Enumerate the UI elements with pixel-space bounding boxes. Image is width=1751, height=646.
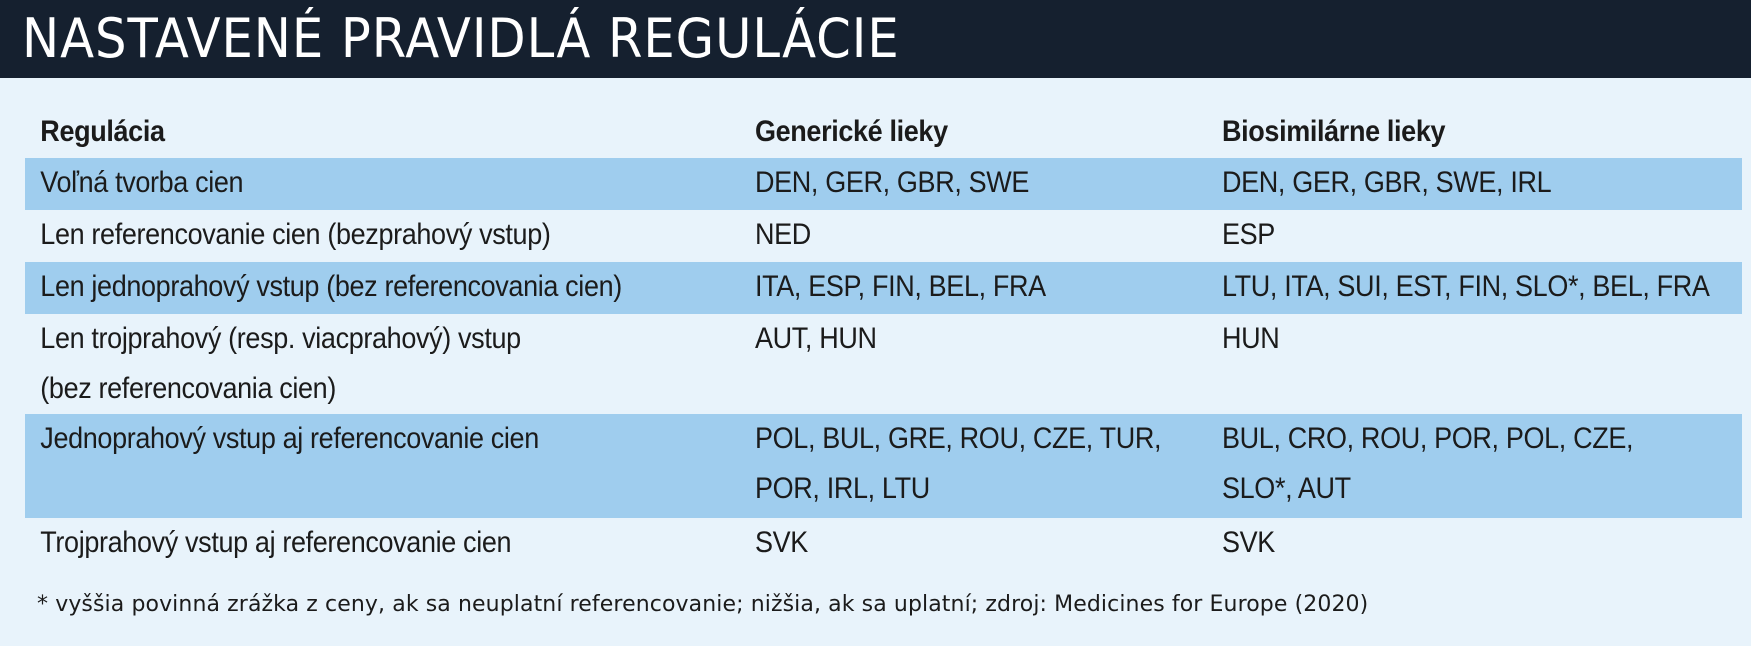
cell-biosimilar: HUN bbox=[1222, 314, 1690, 364]
cell-biosimilar: ESP bbox=[1222, 210, 1690, 260]
cell-line: SVK bbox=[1222, 526, 1275, 559]
cell-line: BUL, CRO, ROU, POR, POL, CZE, bbox=[1222, 422, 1634, 455]
cell-generic: DEN, GER, GBR, SWE bbox=[755, 158, 1175, 208]
table-header-row: Regulácia Generické lieky Biosimilárne l… bbox=[25, 105, 1742, 158]
column-header-biosimilar: Biosimilárne lieky bbox=[1222, 114, 1446, 148]
header-bar: NASTAVENÉ PRAVIDLÁ REGULÁCIE bbox=[0, 0, 1751, 78]
cell-line: POR, IRL, LTU bbox=[755, 472, 930, 505]
cell-biosimilar: DEN, GER, GBR, SWE, IRL bbox=[1222, 158, 1690, 208]
cell-line: Len referencovanie cien (bezprahový vstu… bbox=[40, 218, 551, 251]
cell-regulation: Len jednoprahový vstup (bez referencovan… bbox=[25, 262, 682, 312]
cell-generic: ITA, ESP, FIN, BEL, FRA bbox=[755, 262, 1175, 312]
table-row: Voľná tvorba cien DEN, GER, GBR, SWE DEN… bbox=[25, 158, 1742, 210]
cell-line: DEN, GER, GBR, SWE bbox=[755, 166, 1030, 199]
cell-generic: AUT, HUN bbox=[755, 314, 1175, 364]
cell-generic: POL, BUL, GRE, ROU, CZE, TUR, POR, IRL, … bbox=[755, 414, 1175, 514]
cell-line: POL, BUL, GRE, ROU, CZE, TUR, bbox=[755, 422, 1162, 455]
cell-regulation: Len referencovanie cien (bezprahový vstu… bbox=[25, 210, 682, 260]
cell-regulation: Trojprahový vstup aj referencovanie cien bbox=[25, 518, 682, 568]
cell-line: ITA, ESP, FIN, BEL, FRA bbox=[755, 270, 1046, 303]
table-row: Trojprahový vstup aj referencovanie cien… bbox=[25, 518, 1742, 570]
cell-generic: NED bbox=[755, 210, 1175, 260]
cell-line: Voľná tvorba cien bbox=[40, 166, 244, 199]
table-row: Len trojprahový (resp. viacprahový) vstu… bbox=[25, 314, 1742, 414]
cell-line: (bez referencovania cien) bbox=[40, 372, 336, 405]
cell-line: SLO*, AUT bbox=[1222, 472, 1351, 505]
table-row: Len jednoprahový vstup (bez referencovan… bbox=[25, 262, 1742, 314]
column-header-generic: Generické lieky bbox=[755, 114, 948, 148]
cell-biosimilar: BUL, CRO, ROU, POR, POL, CZE, SLO*, AUT bbox=[1222, 414, 1690, 514]
cell-regulation: Len trojprahový (resp. viacprahový) vstu… bbox=[25, 314, 682, 414]
cell-line: LTU, ITA, SUI, EST, FIN, SLO*, BEL, FRA bbox=[1222, 270, 1710, 303]
column-header-regulation: Regulácia bbox=[40, 114, 165, 148]
cell-biosimilar: SVK bbox=[1222, 518, 1690, 568]
cell-line: SVK bbox=[755, 526, 808, 559]
cell-line: DEN, GER, GBR, SWE, IRL bbox=[1222, 166, 1552, 199]
cell-generic: SVK bbox=[755, 518, 1175, 568]
footnote: * vyššia povinná zrážka z ceny, ak sa ne… bbox=[37, 592, 1369, 617]
cell-line: NED bbox=[755, 218, 811, 251]
regulation-table: Regulácia Generické lieky Biosimilárne l… bbox=[25, 105, 1742, 570]
cell-regulation: Voľná tvorba cien bbox=[25, 158, 682, 208]
cell-line: Len jednoprahový vstup (bez referencovan… bbox=[40, 270, 622, 303]
table-row: Jednoprahový vstup aj referencovanie cie… bbox=[25, 414, 1742, 518]
cell-line: Trojprahový vstup aj referencovanie cien bbox=[40, 526, 512, 559]
cell-regulation: Jednoprahový vstup aj referencovanie cie… bbox=[25, 414, 682, 464]
table-row: Len referencovanie cien (bezprahový vstu… bbox=[25, 210, 1742, 262]
cell-line: HUN bbox=[1222, 322, 1280, 355]
cell-biosimilar: LTU, ITA, SUI, EST, FIN, SLO*, BEL, FRA bbox=[1222, 262, 1710, 312]
cell-line: Jednoprahový vstup aj referencovanie cie… bbox=[40, 422, 539, 455]
cell-line: ESP bbox=[1222, 218, 1275, 251]
page-title: NASTAVENÉ PRAVIDLÁ REGULÁCIE bbox=[22, 7, 900, 70]
cell-line: Len trojprahový (resp. viacprahový) vstu… bbox=[40, 322, 521, 355]
cell-line: AUT, HUN bbox=[755, 322, 877, 355]
